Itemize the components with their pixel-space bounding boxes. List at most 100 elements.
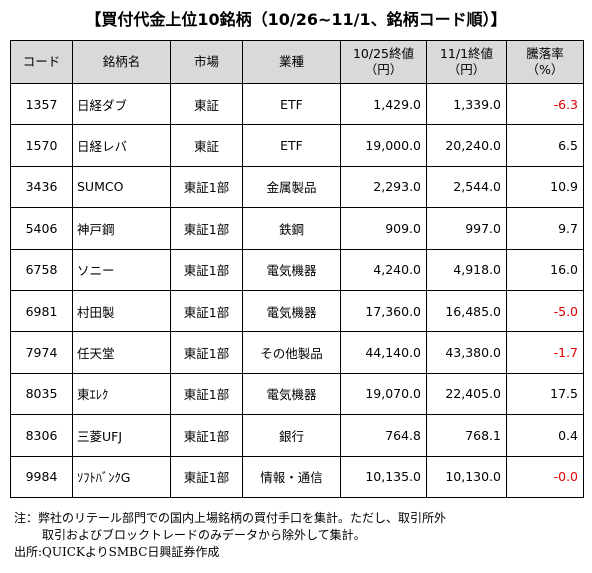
footnotes: 注：弊社のリテール部門での国内上場銘柄の買付手口を集計。ただし、取引所外 取引お… (14, 510, 584, 561)
cell-code: 9984 (10, 455, 73, 498)
cell-change: 0.4 (506, 414, 584, 457)
cell-change: 9.7 (506, 207, 584, 250)
cell-change: -6.3 (506, 82, 584, 126)
cell-sector: その他製品 (242, 331, 341, 374)
table-row: 1570 日経レバ 東証 ETF 19,000.0 20,240.0 6.5 (10, 124, 584, 167)
cell-change: -1.7 (506, 331, 584, 374)
col-now-price-header: 11/1終値 （円） (426, 40, 507, 84)
cell-sector: 金属製品 (242, 165, 341, 209)
cell-sector: ETF (242, 124, 341, 167)
cell-code: 6981 (10, 289, 73, 333)
cell-code: 7974 (10, 331, 73, 374)
cell-prev-price: 909.0 (340, 207, 427, 250)
cell-sector: 電気機器 (242, 248, 341, 291)
cell-now-price: 16,485.0 (426, 289, 507, 333)
cell-prev-price: 764.8 (340, 414, 427, 457)
table-row: 5406 神戸鋼 東証1部 鉄鋼 909.0 997.0 9.7 (10, 207, 584, 250)
cell-market: 東証1部 (170, 455, 243, 498)
cell-prev-price: 1,429.0 (340, 82, 427, 126)
cell-name: 三菱UFJ (72, 414, 171, 457)
cell-market: 東証1部 (170, 289, 243, 333)
table-row: 3436 SUMCO 東証1部 金属製品 2,293.0 2,544.0 10.… (10, 165, 584, 209)
cell-now-price: 997.0 (426, 207, 507, 250)
cell-name: 東ｴﾚｸ (72, 372, 171, 416)
cell-sector: 鉄鋼 (242, 207, 341, 250)
col-name-header: 銘柄名 (72, 40, 171, 84)
table-row: 8035 東ｴﾚｸ 東証1部 電気機器 19,070.0 22,405.0 17… (10, 372, 584, 416)
cell-now-price: 2,544.0 (426, 165, 507, 209)
cell-change: -0.0 (506, 455, 584, 498)
cell-now-price: 43,380.0 (426, 331, 507, 374)
cell-name: 神戸鋼 (72, 207, 171, 250)
cell-prev-price: 19,000.0 (340, 124, 427, 167)
cell-name: 任天堂 (72, 331, 171, 374)
cell-sector: 電気機器 (242, 289, 341, 333)
table-body: 1357 日経ダブ 東証 ETF 1,429.0 1,339.0 -6.3 15… (10, 82, 584, 498)
cell-code: 1570 (10, 124, 73, 167)
cell-market: 東証 (170, 124, 243, 167)
cell-now-price: 768.1 (426, 414, 507, 457)
cell-change: 16.0 (506, 248, 584, 291)
table-row: 6981 村田製 東証1部 電気機器 17,360.0 16,485.0 -5.… (10, 289, 584, 333)
header-row: コード 銘柄名 市場 業種 10/25終値 （円） 11/1終値 （円） 騰落率… (10, 40, 584, 84)
col-change-unit: （%） (526, 62, 564, 77)
cell-code: 5406 (10, 207, 73, 250)
cell-prev-price: 4,240.0 (340, 248, 427, 291)
cell-name: SUMCO (72, 165, 171, 209)
cell-prev-price: 17,360.0 (340, 289, 427, 333)
table-row: 8306 三菱UFJ 東証1部 銀行 764.8 768.1 0.4 (10, 414, 584, 457)
cell-prev-price: 19,070.0 (340, 372, 427, 416)
cell-name: ｿﾌﾄﾊﾞﾝｸG (72, 455, 171, 498)
cell-market: 東証1部 (170, 331, 243, 374)
col-prev-price-header: 10/25終値 （円） (340, 40, 427, 84)
col-change-header: 騰落率 （%） (506, 40, 584, 84)
col-change-label: 騰落率 (526, 46, 564, 62)
cell-sector: 銀行 (242, 414, 341, 457)
cell-sector: ETF (242, 82, 341, 126)
col-now-price-label: 11/1終値 (439, 46, 494, 62)
cell-code: 3436 (10, 165, 73, 209)
col-sector-header: 業種 (242, 40, 341, 84)
page-title: 【買付代金上位10銘柄（10/26~11/1、銘柄コード順）】 (85, 10, 507, 29)
col-now-price-unit: （円） (447, 62, 486, 77)
cell-now-price: 1,339.0 (426, 82, 507, 126)
cell-name: 日経レバ (72, 124, 171, 167)
cell-market: 東証1部 (170, 414, 243, 457)
col-code-header: コード (10, 40, 73, 84)
footnote-line: 注：弊社のリテール部門での国内上場銘柄の買付手口を集計。ただし、取引所外 (14, 511, 447, 525)
cell-code: 1357 (10, 82, 73, 126)
cell-prev-price: 10,135.0 (340, 455, 427, 498)
cell-sector: 情報・通信 (242, 455, 341, 498)
cell-market: 東証1部 (170, 248, 243, 291)
table-row: 7974 任天堂 東証1部 その他製品 44,140.0 43,380.0 -1… (10, 331, 584, 374)
cell-market: 東証1部 (170, 165, 243, 209)
cell-code: 8306 (10, 414, 73, 457)
cell-now-price: 20,240.0 (426, 124, 507, 167)
cell-change: 17.5 (506, 372, 584, 416)
source-note: 出所:QUICKよりSMBC日興証券作成 (14, 545, 220, 559)
cell-name: ソニー (72, 248, 171, 291)
cell-sector: 電気機器 (242, 372, 341, 416)
cell-market: 東証1部 (170, 372, 243, 416)
cell-code: 8035 (10, 372, 73, 416)
cell-name: 日経ダブ (72, 82, 171, 126)
cell-code: 6758 (10, 248, 73, 291)
col-market-header: 市場 (170, 40, 243, 84)
cell-now-price: 4,918.0 (426, 248, 507, 291)
footnote-line: 取引およびブロックトレードのみデータから除外して集計。 (42, 528, 366, 542)
cell-prev-price: 44,140.0 (340, 331, 427, 374)
table-row: 1357 日経ダブ 東証 ETF 1,429.0 1,339.0 -6.3 (10, 82, 584, 126)
cell-change: 10.9 (506, 165, 584, 209)
cell-prev-price: 2,293.0 (340, 165, 427, 209)
table-row: 9984 ｿﾌﾄﾊﾞﾝｸG 東証1部 情報・通信 10,135.0 10,130… (10, 455, 584, 498)
col-prev-price-label: 10/25終値 (352, 46, 415, 62)
cell-change: 6.5 (506, 124, 584, 167)
cell-market: 東証1部 (170, 207, 243, 250)
cell-now-price: 22,405.0 (426, 372, 507, 416)
cell-market: 東証 (170, 82, 243, 126)
col-prev-price-unit: （円） (364, 62, 403, 77)
table-row: 6758 ソニー 東証1部 電気機器 4,240.0 4,918.0 16.0 (10, 248, 584, 291)
cell-now-price: 10,130.0 (426, 455, 507, 498)
cell-change: -5.0 (506, 289, 584, 333)
cell-name: 村田製 (72, 289, 171, 333)
